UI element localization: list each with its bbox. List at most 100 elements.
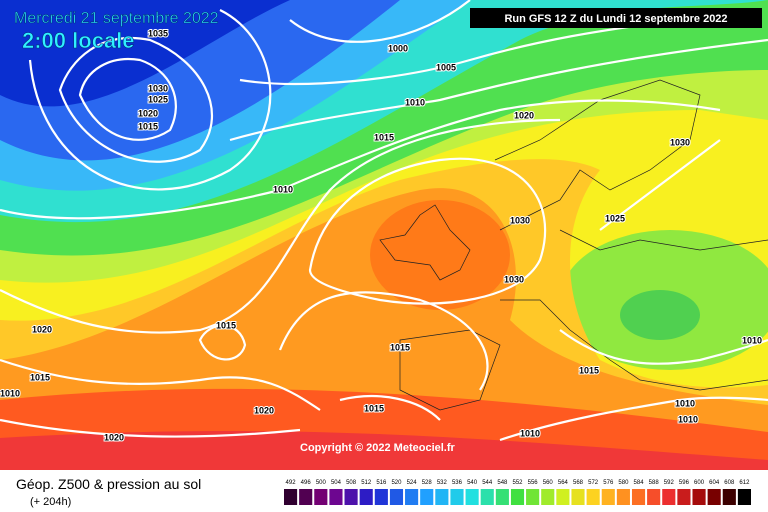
isobar-label: 1010 bbox=[678, 414, 698, 424]
legend-swatch bbox=[435, 489, 449, 505]
legend-label: 504 bbox=[331, 480, 342, 486]
legend-swatch bbox=[541, 489, 555, 505]
legend-swatch bbox=[405, 489, 419, 505]
legend-label: 532 bbox=[437, 480, 448, 486]
isobar-label: 1005 bbox=[436, 62, 456, 72]
legend-label: 580 bbox=[618, 480, 629, 486]
isobars bbox=[0, 0, 768, 442]
isobar-label: 1015 bbox=[374, 132, 394, 142]
isobar-label: 1020 bbox=[514, 110, 534, 120]
legend-label: 572 bbox=[588, 480, 599, 486]
isobar-label: 1010 bbox=[273, 184, 293, 194]
isobar-label: 1010 bbox=[675, 398, 695, 408]
isobar-label: 1000 bbox=[388, 43, 408, 53]
legend-swatch bbox=[737, 489, 751, 505]
isobar-label: 1015 bbox=[30, 372, 50, 382]
isobar-label: 1015 bbox=[138, 121, 158, 131]
legend-label: 548 bbox=[497, 480, 508, 486]
isobar-label: 1010 bbox=[405, 97, 425, 107]
isobar-label: 1030 bbox=[148, 83, 168, 93]
legend-swatch bbox=[284, 489, 298, 505]
legend-swatch bbox=[480, 489, 494, 505]
legend-swatch bbox=[389, 489, 404, 505]
isobar-label: 1025 bbox=[605, 213, 625, 223]
isobar-label: 1010 bbox=[520, 428, 540, 438]
legend-swatch bbox=[616, 489, 630, 505]
legend-swatch bbox=[692, 489, 706, 505]
legend-label: 540 bbox=[467, 480, 478, 486]
legend-label: 592 bbox=[664, 480, 675, 486]
legend: 492 496 500 504 508 512 516 520 524 528 532 536 540 5… bbox=[284, 480, 751, 505]
legend-swatch bbox=[571, 489, 585, 505]
legend-label: 500 bbox=[316, 480, 327, 486]
legend-swatch bbox=[586, 489, 600, 505]
legend-label: 552 bbox=[512, 480, 523, 486]
footer-title: Géop. Z500 & pression au sol bbox=[16, 476, 201, 492]
legend-swatch bbox=[601, 489, 615, 505]
isobar-label: 1030 bbox=[510, 215, 530, 225]
legend-label: 568 bbox=[573, 480, 584, 486]
isobar-label: 1025 bbox=[148, 94, 168, 104]
isobar-label: 1015 bbox=[364, 403, 384, 413]
legend-swatch bbox=[556, 489, 570, 505]
run-box bbox=[470, 8, 762, 28]
legend-swatch bbox=[526, 489, 540, 505]
legend-label: 508 bbox=[346, 480, 357, 486]
legend-label: 608 bbox=[724, 480, 735, 486]
legend-label: 612 bbox=[739, 480, 750, 486]
legend-label: 524 bbox=[407, 480, 418, 486]
legend-label: 556 bbox=[528, 480, 539, 486]
legend-label: 564 bbox=[558, 480, 569, 486]
isobar-label: 1015 bbox=[579, 365, 599, 375]
legend-swatch bbox=[314, 489, 328, 505]
legend-label: 492 bbox=[286, 480, 297, 486]
legend-label: 560 bbox=[543, 480, 554, 486]
legend-label: 516 bbox=[376, 480, 387, 486]
legend-swatch bbox=[420, 489, 434, 505]
legend-label: 536 bbox=[452, 480, 463, 486]
legend-label: 588 bbox=[649, 480, 660, 486]
isobar-label: 1030 bbox=[670, 137, 690, 147]
legend-label: 576 bbox=[603, 480, 614, 486]
isobar-label: 1020 bbox=[104, 432, 124, 442]
legend-label: 528 bbox=[422, 480, 433, 486]
isobar-label: 1010 bbox=[0, 388, 20, 398]
isobar-label: 1015 bbox=[216, 320, 236, 330]
legend-swatch bbox=[722, 489, 736, 505]
isobar-label: 1035 bbox=[148, 28, 168, 38]
legend-swatch bbox=[510, 489, 525, 505]
legend-swatch bbox=[631, 489, 646, 505]
legend-swatch bbox=[662, 489, 676, 505]
legend-swatch bbox=[374, 489, 388, 505]
coastlines bbox=[379, 79, 768, 411]
legend-label: 604 bbox=[709, 480, 720, 486]
legend-swatch bbox=[359, 489, 373, 505]
isobar-labels: 1035103010251020101510001005101010151020… bbox=[0, 27, 763, 443]
date: Mercredi 21 septembre 2022 bbox=[14, 10, 219, 27]
legend-swatch bbox=[344, 489, 358, 505]
isobar-label: 1015 bbox=[390, 342, 410, 352]
local-time: 2:00 locale bbox=[22, 28, 135, 53]
isobar-label: 1020 bbox=[32, 324, 52, 334]
legend-label: 512 bbox=[361, 480, 372, 486]
legend-label: 496 bbox=[301, 480, 312, 486]
legend-swatch bbox=[677, 489, 691, 505]
legend-swatch bbox=[450, 489, 464, 505]
isobar-label: 1020 bbox=[254, 405, 274, 415]
z500-field bbox=[0, 0, 768, 470]
legend-swatch bbox=[495, 489, 509, 505]
lead-time: (+ 204h) bbox=[30, 496, 71, 508]
legend-label: 544 bbox=[482, 480, 493, 486]
legend-label: 520 bbox=[391, 480, 402, 486]
legend-label: 584 bbox=[634, 480, 645, 486]
legend-swatch bbox=[329, 489, 343, 505]
legend-swatch bbox=[465, 489, 479, 505]
copyright: Copyright © 2022 Meteociel.fr bbox=[300, 442, 456, 454]
legend-label: 596 bbox=[679, 480, 690, 486]
isobar-label: 1020 bbox=[138, 108, 158, 118]
isobar-label: 1030 bbox=[504, 274, 524, 284]
legend-swatch bbox=[707, 489, 721, 505]
run-info: Run GFS 12 Z du Lundi 12 septembre 2022 bbox=[504, 13, 727, 25]
isobar-label: 1010 bbox=[742, 335, 762, 345]
